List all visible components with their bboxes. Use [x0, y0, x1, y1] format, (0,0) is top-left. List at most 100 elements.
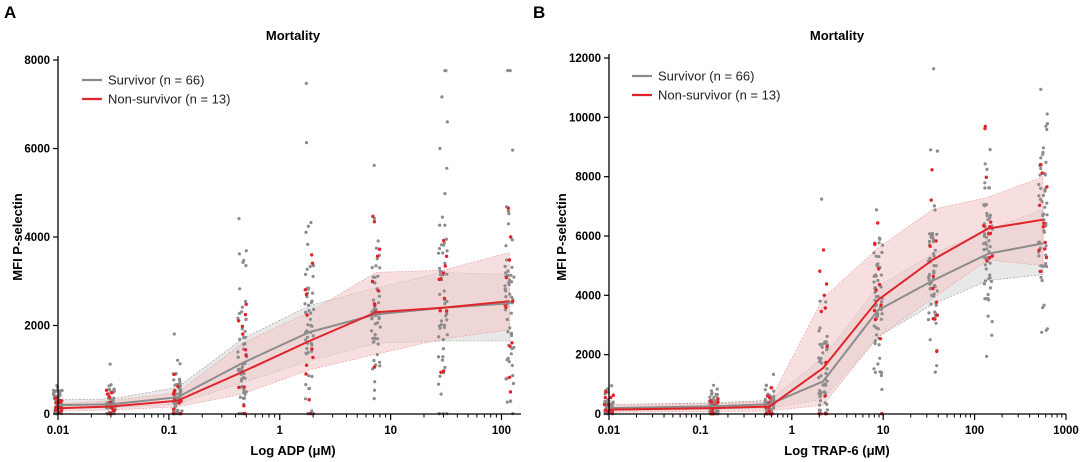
panel-a-point-non-survivor	[307, 398, 311, 402]
panel-b-xtick-label: 1	[789, 425, 796, 437]
panel-b-point-survivor	[928, 338, 932, 342]
panel-a-xlabel: Log ADP (μM)	[250, 443, 335, 458]
panel-b-point-survivor	[985, 214, 989, 218]
panel-b-point-survivor	[930, 231, 935, 235]
panel-a-point-survivor	[112, 396, 116, 400]
panel-a-point-survivor	[509, 311, 513, 315]
panel-a-point-survivor	[244, 264, 248, 268]
panel-b-point-survivor	[934, 264, 938, 268]
panel-a-point-survivor	[370, 266, 374, 270]
panel-a-point-survivor	[508, 399, 513, 403]
panel-a-point-survivor	[58, 393, 62, 397]
panel-b-line-non_survivor	[608, 218, 1044, 411]
panel-a-point-survivor	[307, 303, 311, 307]
panel-b-legend: Survivor (n = 66) Non-survivor (n = 13)	[632, 69, 780, 103]
panel-a-point-survivor	[378, 364, 382, 368]
panel-b-point-survivor	[873, 370, 878, 374]
panel-b-point-survivor	[876, 362, 880, 366]
panel-a-point-survivor	[373, 332, 377, 337]
panel-b-point-non-survivor	[1044, 255, 1049, 260]
panel-b-point-non-survivor	[823, 394, 827, 398]
panel-b-point-survivor	[880, 387, 884, 392]
panel-a-ytick-label: 0	[44, 409, 50, 421]
panel-b-point-non-survivor	[876, 221, 880, 225]
panel-a-point-non-survivor	[443, 264, 447, 268]
panel-a-point-survivor	[244, 317, 248, 322]
panel-b-point-non-survivor	[819, 309, 823, 314]
panel-b-point-survivor	[771, 372, 776, 376]
panel-b-point-survivor	[932, 269, 936, 273]
panel-b-point-survivor	[715, 393, 720, 397]
panel-a-point-non-survivor	[371, 214, 375, 218]
panel-a-point-survivor	[378, 360, 382, 364]
panel-b-point-survivor	[610, 384, 614, 388]
panel-b-point-non-survivor	[1041, 225, 1046, 229]
panel-b-point-survivor	[1041, 212, 1045, 216]
panel-b-point-survivor	[1044, 223, 1048, 228]
panel-a-point-non-survivor	[439, 370, 443, 374]
panel-b-point-non-survivor	[1040, 171, 1044, 175]
panel-a-title: Mortality	[266, 28, 321, 43]
panel-b-point-survivor	[986, 297, 990, 301]
panel-b-point-survivor	[1039, 186, 1043, 190]
panel-b-point-non-survivor	[825, 344, 829, 349]
panel-a-point-non-survivor	[244, 353, 248, 358]
panel-b-point-survivor	[1042, 264, 1046, 268]
panel-a-xtick-label: 100	[492, 425, 511, 437]
panel-b-point-survivor	[990, 320, 994, 324]
panel-b-point-survivor	[931, 252, 936, 256]
panel-b-point-survivor	[879, 317, 883, 321]
panel-b-xtick-label: 100	[965, 425, 984, 437]
panel-b-point-survivor	[818, 299, 822, 303]
panel-b-point-survivor	[926, 318, 931, 322]
panel-a-point-survivor	[242, 388, 246, 392]
panel-a-point-survivor	[441, 355, 445, 359]
panel-a-point-survivor	[443, 223, 447, 227]
panel-b-point-survivor	[984, 267, 988, 271]
panel-b-point-survivor	[818, 360, 822, 364]
panel-a-point-survivor	[508, 69, 512, 73]
panel-a-point-survivor	[310, 324, 314, 328]
panel-b-point-non-survivor	[985, 259, 989, 263]
panel-b-point-non-survivor	[767, 409, 771, 413]
panel-a-point-survivor	[304, 352, 309, 356]
panel-b-point-survivor	[825, 402, 829, 406]
panel-a-point-survivor	[178, 379, 182, 383]
panel-b-point-survivor	[933, 370, 937, 374]
panel-a-point-survivor	[439, 392, 443, 396]
panel-a-point-non-survivor	[510, 299, 515, 303]
panel-b-ytick-label: 12000	[569, 53, 601, 65]
panel-a-point-survivor	[307, 374, 311, 378]
panel-a-point-non-survivor	[376, 288, 380, 293]
panel-a-point-non-survivor	[54, 400, 58, 405]
panel-a-point-survivor	[443, 192, 447, 196]
panel-b-point-non-survivor	[873, 317, 878, 322]
panel-b-point-survivor	[988, 213, 992, 217]
panel-b-point-survivor	[876, 262, 880, 266]
panel-b-point-non-survivor	[602, 402, 607, 407]
panel-a-point-survivor	[243, 392, 247, 396]
panel-b-point-survivor	[929, 302, 933, 306]
panel-b-point-survivor	[878, 237, 882, 241]
panel-b-point-survivor	[932, 204, 937, 208]
panel-b-point-survivor	[880, 312, 884, 316]
panel-a-point-survivor	[506, 330, 510, 334]
panel-b-point-survivor	[881, 243, 885, 247]
panel-b-point-survivor	[820, 197, 824, 201]
panel-b-point-survivor	[764, 383, 769, 387]
panel-b-point-survivor	[1041, 306, 1045, 310]
panel-b-point-non-survivor	[715, 400, 720, 404]
panel-a-point-survivor	[442, 325, 446, 329]
panel-b-point-survivor	[1044, 244, 1048, 248]
panel-b-point-survivor	[983, 186, 987, 190]
panel-a-point-survivor	[305, 335, 310, 339]
panel-b-point-survivor	[985, 167, 989, 171]
panel-b-point-survivor	[818, 395, 822, 399]
panel-b-point-survivor	[934, 303, 938, 307]
panel-b-point-survivor	[818, 408, 823, 412]
panel-a-point-non-survivor	[110, 391, 114, 395]
panel-a-point-survivor	[438, 146, 442, 151]
panel-b-point-survivor	[1042, 303, 1046, 307]
panel-b-xtick-label: 0.1	[692, 425, 709, 437]
panel-a-legend-label-non_survivor: Non-survivor (n = 13)	[108, 92, 230, 107]
